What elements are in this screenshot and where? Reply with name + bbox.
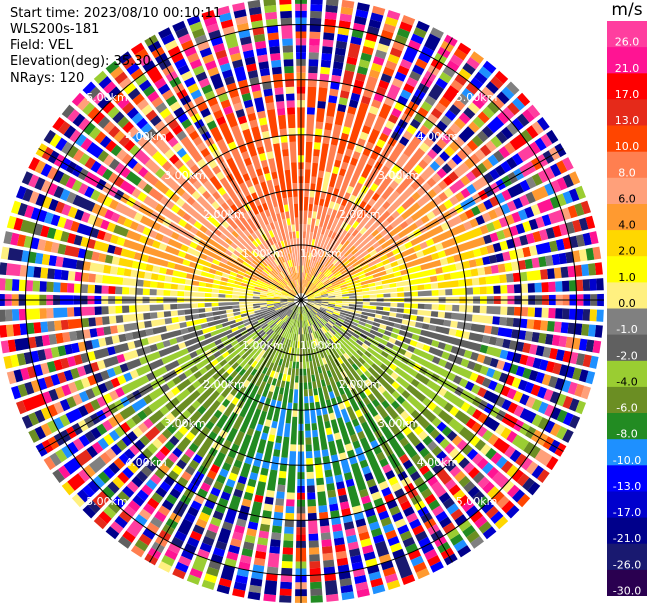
range-ring-label: 3.00km (378, 169, 420, 182)
colorbar-tick-label: -2.0 (616, 349, 637, 362)
colorbar-swatch (607, 465, 647, 492)
colorbar-tick-label: -1.0 (616, 323, 637, 336)
colorbar-swatch (607, 125, 647, 153)
colorbar-swatch (607, 334, 647, 362)
range-grid (0, 0, 604, 603)
colorbar-swatch (607, 99, 647, 127)
colorbar-swatch (607, 386, 647, 414)
colorbar-tick-label: -10.0 (613, 454, 641, 467)
colorbar-swatch (607, 543, 647, 571)
range-ring-label: 5.00km (456, 91, 498, 104)
range-ring-label: 2.00km (203, 208, 245, 221)
range-ring-label: 4.00km (125, 130, 167, 143)
field-label: Field: VEL (10, 38, 73, 53)
colorbar-swatch (607, 151, 647, 179)
colorbar-tick-label: 8.0 (618, 166, 636, 179)
radar-cells (0, 0, 604, 603)
azimuth-spoke (149, 37, 302, 301)
radar-cell-group (11, 12, 604, 601)
azimuth-spoke (300, 37, 453, 301)
azimuth-spoke (300, 299, 453, 563)
colorbar-swatch (607, 360, 647, 388)
colorbar-tick-label: -17.0 (613, 506, 641, 519)
colorbar-swatch (607, 256, 647, 283)
colorbar-tick-label: 0.0 (618, 297, 636, 310)
colorbar-swatch (607, 491, 647, 519)
colorbar-swatch (607, 308, 647, 336)
range-ring-label: 3.00km (164, 417, 206, 430)
elevation-label: Elevation(deg): 35.30 (10, 54, 151, 69)
colorbar-swatch (607, 47, 647, 74)
colorbar-tick-label: 21.0 (615, 62, 640, 75)
range-ring-label: 5.00km (86, 495, 128, 508)
colorbar-tick-label: -8.0 (616, 428, 637, 441)
nrays-label: NRays: 120 (10, 71, 85, 86)
range-ring-label: 1.00km (300, 247, 342, 260)
colorbar-tick-label: 17.0 (615, 88, 640, 101)
range-ring-label: 1.00km (300, 339, 342, 352)
colorbar-tick-label: 4.0 (618, 219, 636, 232)
colorbar-tick-label: 10.0 (615, 140, 640, 153)
colorbar-tick-label: -21.0 (613, 532, 641, 545)
azimuth-spoke (149, 299, 302, 563)
instrument-label: WLS200s-181 (10, 22, 100, 37)
azimuth-spoke (300, 299, 564, 452)
colorbar-tick-label: 6.0 (618, 193, 636, 206)
range-ring-label: 3.00km (164, 169, 206, 182)
radar-cell-group (5, 4, 586, 590)
range-ring-label: 4.00km (417, 130, 459, 143)
start-time-label: Start time: 2023/08/10 00:10:11 (10, 6, 222, 21)
colorbar-tick-label: -6.0 (616, 402, 637, 415)
colorbar-swatch (607, 73, 647, 100)
range-ring-label: 4.00km (417, 456, 459, 469)
range-ring-label: 5.00km (86, 91, 128, 104)
colorbar-tick-label: -26.0 (613, 558, 641, 571)
radar-cell-group (0, 2, 579, 602)
colorbar-swatch (607, 282, 647, 310)
colorbar-tick-label: -30.0 (613, 585, 641, 597)
colorbar: 26.0 21.0 17.0 13.0 10.0 8.0 6.0 4.0 2.0 1.0 0.0 -1… (607, 21, 647, 596)
colorbar-tick-label: 1.0 (618, 271, 636, 284)
colorbar-swatch (607, 439, 647, 466)
range-ring-label: 3.00km (378, 417, 420, 430)
azimuth-spoke (38, 299, 302, 452)
range-ring-label: 4.00km (125, 456, 167, 469)
range-ring-label: 2.00km (339, 208, 381, 221)
azimuth-spoke (300, 148, 564, 301)
range-ring-label: 2.00km (339, 378, 381, 391)
colorbar-swatch (607, 177, 647, 205)
range-ring-label: 1.00km (242, 247, 284, 260)
azimuth-spoke (38, 148, 302, 301)
range-ring-label: 5.00km (456, 495, 498, 508)
radar-cell-group (3, 27, 554, 594)
colorbar-tick-label: 13.0 (615, 114, 640, 127)
colorbar-swatch (607, 21, 647, 48)
colorbar-swatch (607, 204, 647, 231)
radar-cell-group (43, 0, 602, 567)
range-ring-label: 1.00km (242, 339, 284, 352)
radar-cell-group (10, 11, 602, 602)
colorbar-swatch (607, 230, 647, 257)
colorbar-tick-label: -4.0 (616, 375, 637, 388)
radar-cell-group (0, 39, 588, 573)
colorbar-tick-label: 2.0 (618, 245, 636, 258)
range-ring-labels: 1.00km 1.00km 1.00km 1.00km 2.00km 2.00km 2.00… (86, 91, 497, 508)
colorbar-unit: m/s (611, 0, 643, 20)
range-ring-label: 2.00km (203, 378, 245, 391)
colorbar-swatch (607, 413, 647, 440)
colorbar-tick-label: 26.0 (615, 36, 640, 49)
colorbar-swatch (607, 569, 647, 596)
colorbar-tick-label: -13.0 (613, 480, 641, 493)
radar-cell-group (6, 4, 542, 584)
colorbar-swatch (607, 517, 647, 545)
